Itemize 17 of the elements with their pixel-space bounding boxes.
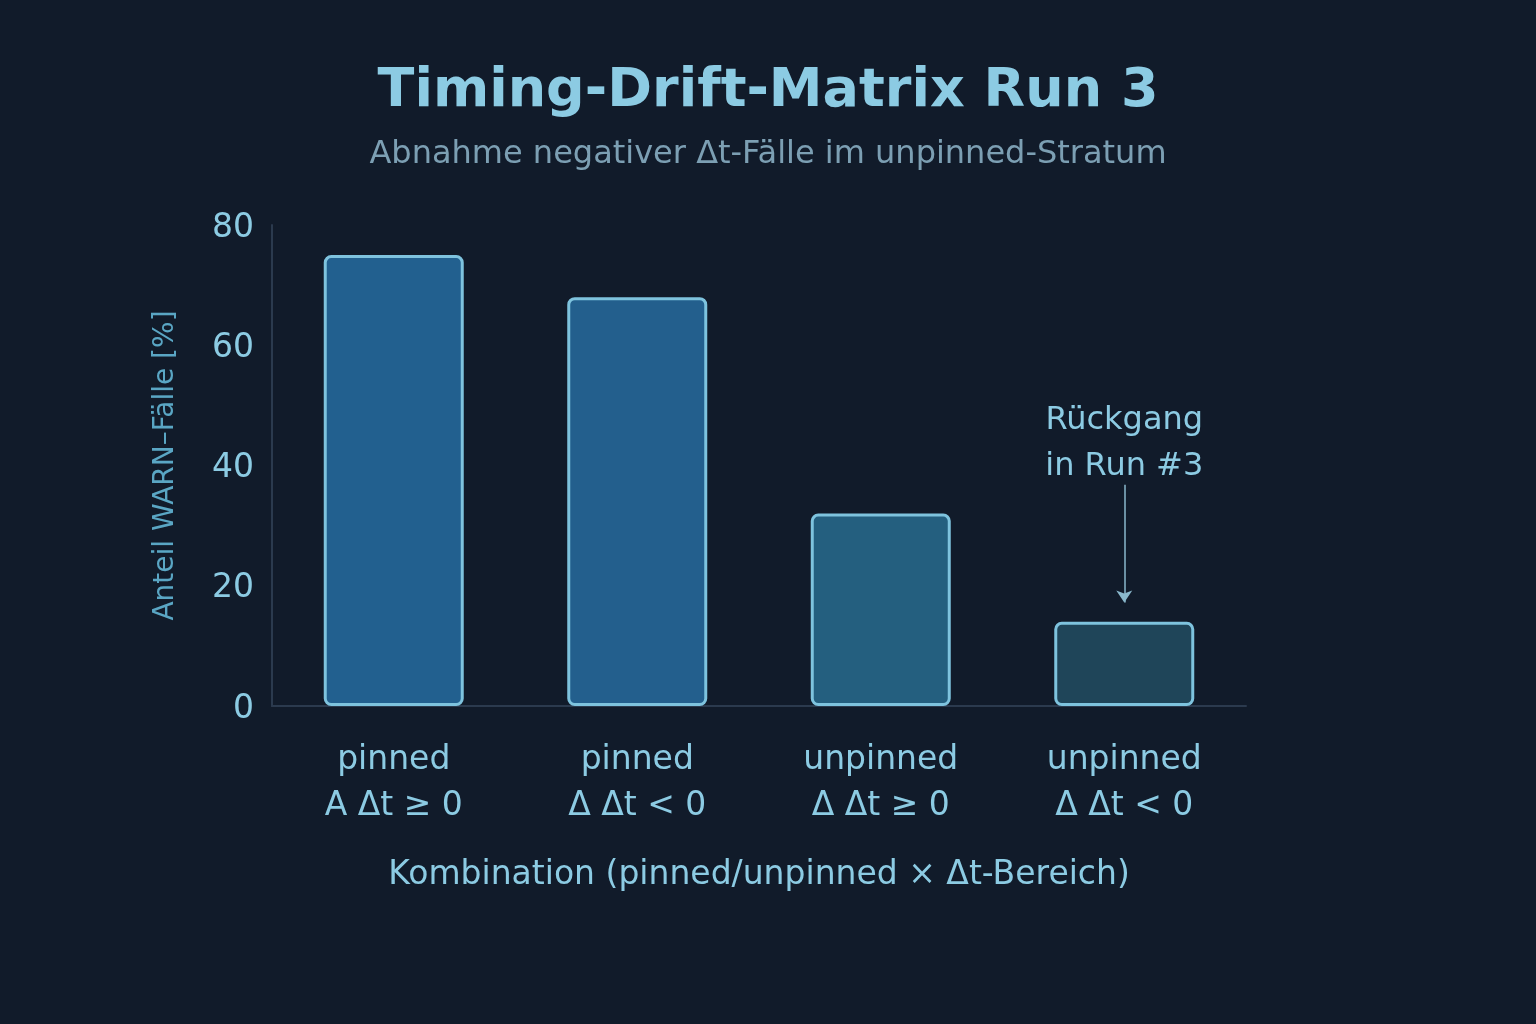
bar — [567, 297, 708, 706]
chart-title: Timing-Drift-Matrix Run 3 — [377, 55, 1159, 119]
x-tick-label: pinned A Δt ≥ 0 — [324, 737, 463, 823]
y-tick-label: 0 — [233, 686, 254, 726]
x-tick-label: unpinned Δ Δt ≥ 0 — [803, 737, 959, 823]
y-axis-title: Anteil WARN–Fälle [%] — [146, 310, 180, 621]
bar — [810, 513, 951, 706]
y-tick-label: 40 — [212, 446, 254, 485]
y-tick-label: 60 — [212, 325, 254, 365]
x-axis-title: Kombination (pinned/unpinned × Δt-Bereich) — [388, 853, 1130, 892]
chart-subtitle: Abnahme negativer Δt-Fälle im unpinned-Stratum — [369, 133, 1167, 171]
x-tick-label: unpinned Δ Δt < 0 — [1046, 737, 1202, 823]
y-tick-label: 80 — [212, 205, 254, 245]
bar — [323, 255, 464, 706]
annotation: Rückgang in Run #3 — [1045, 399, 1204, 484]
y-tick-label: 20 — [212, 566, 254, 606]
x-tick-label: pinned Δ Δt < 0 — [568, 737, 707, 823]
